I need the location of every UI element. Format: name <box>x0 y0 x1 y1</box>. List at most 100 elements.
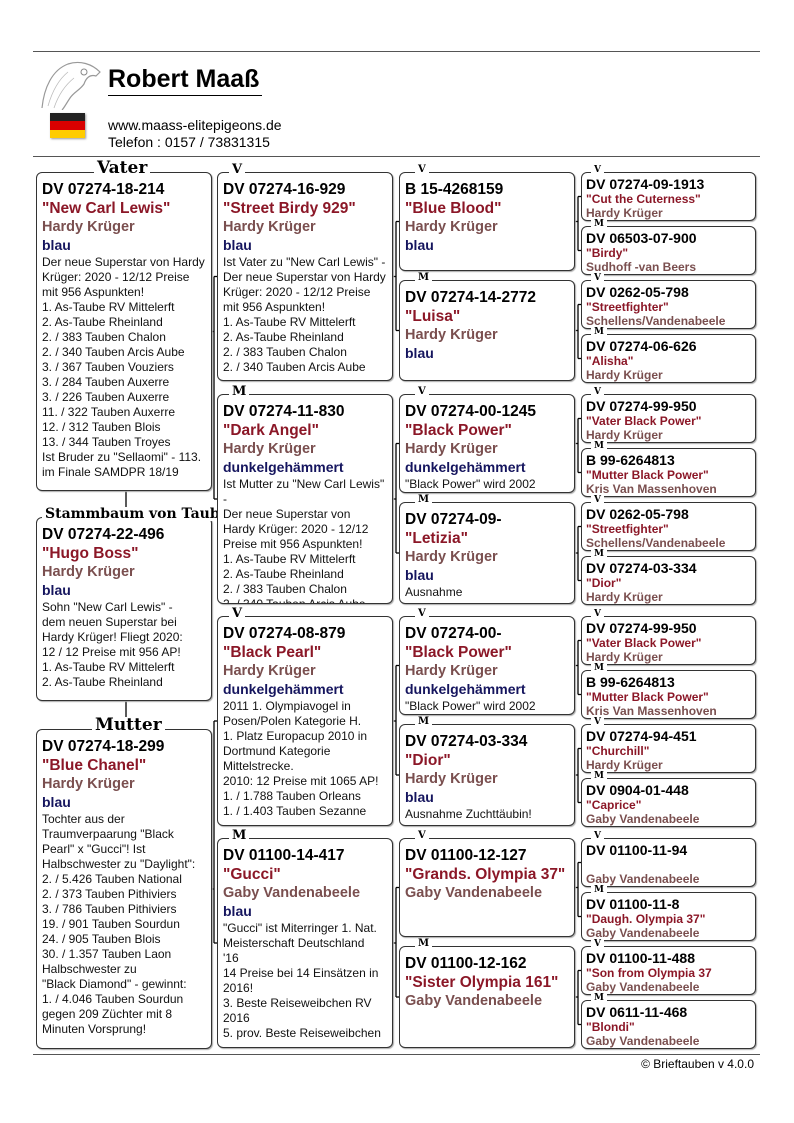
pigeon-card[interactable]: DV 07274-18-299 "Blue Chanel" Hardy Krüger… <box>36 729 212 1049</box>
pigeon-notes: Der neue Superstar von Hardy Krüger: 202… <box>42 255 205 479</box>
pigeon-card[interactable]: DV 07274-09-1913 "Cut the Cuterness" Hardy… <box>581 172 756 221</box>
pigeon-card[interactable]: DV 01100-11-8 "Daugh. Olympia 37" Gaby Van… <box>581 892 756 941</box>
generation-label: V <box>591 387 604 397</box>
generation-label: V <box>415 608 429 619</box>
pigeon-ring: DV 0262-05-798 <box>586 284 689 300</box>
pigeon-color: blau <box>405 237 434 253</box>
pigeon-notes: 2011 1. Olympiavogel in Posen/Polen Kate… <box>223 699 379 818</box>
pigeon-name: "New Carl Lewis" <box>42 200 171 217</box>
pigeon-card[interactable]: B 15-4268159 "Blue Blood" Hardy Krüger blau <box>399 172 575 271</box>
generation-label: M <box>415 938 433 949</box>
pigeon-card[interactable]: DV 07274-16-929 "Street Birdy 929" Hardy K… <box>217 172 393 381</box>
pigeon-ring: DV 07274-03-334 <box>405 733 528 750</box>
pigeon-name: "Mutter Black Power" <box>586 468 709 482</box>
pigeon-card[interactable]: DV 07274-03-334 "Dior" Hardy Krüger <box>581 556 756 605</box>
pigeon-ring: DV 0262-05-798 <box>586 506 689 522</box>
pigeon-card[interactable]: B 99-6264813 "Mutter Black Power" Kris Van… <box>581 670 756 719</box>
pigeon-card[interactable]: DV 07274-14-2772 "Luisa" Hardy Krüger blau <box>399 280 575 381</box>
generation-label: V <box>415 830 429 841</box>
pigeon-name: "Black Power" <box>405 644 512 661</box>
pigeon-card[interactable]: DV 01100-14-417 "Gucci" Gaby Vandenabeele b… <box>217 838 393 1048</box>
divider <box>33 1054 760 1055</box>
pigeon-name: "Blue Blood" <box>405 200 502 217</box>
generation-label: M <box>415 716 433 727</box>
pigeon-ring: DV 01100-12-162 <box>405 955 527 972</box>
generation-label: V <box>591 831 604 841</box>
pigeon-card[interactable]: DV 07274-18-214 "New Carl Lewis" Hardy Krü… <box>36 172 212 491</box>
generation-label: V <box>591 717 604 727</box>
pigeon-card[interactable]: DV 0262-05-798 "Streetfighter" Schellens/V… <box>581 502 756 551</box>
generation-label: V <box>591 165 604 175</box>
pigeon-breeder: Hardy Krüger <box>405 663 498 679</box>
pigeon-ring: DV 01100-14-417 <box>223 847 345 864</box>
pigeon-ring: DV 07274-18-299 <box>42 738 165 755</box>
pigeon-breeder: Hardy Krüger <box>223 663 316 679</box>
pigeon-breeder: Hardy Krüger <box>586 428 663 442</box>
pigeon-color: blau <box>405 789 434 805</box>
generation-label: M <box>591 219 607 229</box>
pigeon-name: "Blondi" <box>586 1020 635 1034</box>
footer-copyright: © Brieftauben v 4.0.0 <box>641 1057 754 1071</box>
pigeon-head-logo <box>41 61 101 110</box>
pigeon-card[interactable]: DV 07274-99-950 "Vater Black Power" Hardy … <box>581 616 756 665</box>
generation-label: V <box>229 162 246 176</box>
pigeon-name: "Blue Chanel" <box>42 757 147 774</box>
generation-label: V <box>591 495 604 505</box>
generation-label: M <box>591 327 607 337</box>
pigeon-color: dunkelgehämmert <box>405 681 526 697</box>
pigeon-breeder: Hardy Krüger <box>405 327 498 343</box>
pigeon-ring: DV 07274-16-929 <box>223 181 346 198</box>
pigeon-card[interactable]: DV 07274-08-879 "Black Pearl" Hardy Krüger… <box>217 616 393 826</box>
pigeon-ring: DV 07274-14-2772 <box>405 289 536 306</box>
pigeon-notes: "Black Power" wird 2002 <box>405 477 536 491</box>
breeder-name: Robert Maaß <box>108 63 263 96</box>
pigeon-name: "Mutter Black Power" <box>586 690 709 704</box>
pigeon-card[interactable]: DV 01100-11-94 Gaby Vandenabeele <box>581 838 756 887</box>
pigeon-card[interactable]: DV 01100-12-162 "Sister Olympia 161" Gaby … <box>399 946 575 1048</box>
pigeon-card[interactable]: DV 01100-12-127 "Grands. Olympia 37" Gaby … <box>399 838 575 937</box>
pigeon-breeder: Hardy Krüger <box>405 771 498 787</box>
pigeon-name: "Black Pearl" <box>223 644 322 661</box>
pigeon-ring: DV 07274-18-214 <box>42 181 165 198</box>
pigeon-name: "Dark Angel" <box>223 422 319 439</box>
pigeon-name: "Gucci" <box>223 866 281 883</box>
pigeon-card[interactable]: DV 0611-11-468 "Blondi" Gaby Vandenabeele <box>581 1000 756 1049</box>
pigeon-name: "Black Power" <box>405 422 512 439</box>
website-link[interactable]: www.maass-elitepigeons.de <box>108 117 282 133</box>
generation-label: Mutter <box>92 716 165 734</box>
pigeon-ring: DV 07274-99-950 <box>586 398 697 414</box>
pigeon-breeder: Hardy Krüger <box>223 219 316 235</box>
pigeon-card[interactable]: DV 07274-94-451 "Churchill" Hardy Krüger <box>581 724 756 773</box>
pigeon-breeder: Gaby Vandenabeele <box>586 1034 700 1048</box>
pigeon-ring: DV 01100-11-488 <box>586 950 695 966</box>
pigeon-breeder: Kris Van Massenhoven <box>586 482 717 496</box>
pigeon-notes: Ausnahme <box>405 585 463 599</box>
pigeon-color: blau <box>42 794 71 810</box>
pigeon-card[interactable]: DV 07274-22-496 "Hugo Boss" Hardy Krüger bl… <box>36 517 212 701</box>
pigeon-breeder: Hardy Krüger <box>586 590 663 604</box>
pigeon-card[interactable]: DV 07274-03-334 "Dior" Hardy Krüger blau Aus… <box>399 724 575 826</box>
pigeon-card[interactable]: DV 07274-00-1245 "Black Power" Hardy Krüge… <box>399 394 575 493</box>
pigeon-name: "Hugo Boss" <box>42 545 139 562</box>
pigeon-name: "Dior" <box>405 752 451 769</box>
generation-label: V <box>415 386 429 397</box>
pigeon-name: "Streetfighter" <box>586 522 669 536</box>
pigeon-card[interactable]: DV 01100-11-488 "Son from Olympia 37 Gaby … <box>581 946 756 995</box>
pigeon-card[interactable]: DV 07274-11-830 "Dark Angel" Hardy Krüger d… <box>217 394 393 604</box>
pigeon-card[interactable]: DV 06503-07-900 "Birdy" Sudhoff -van Beers <box>581 226 756 275</box>
pigeon-card[interactable]: DV 07274-09- "Letizia" Hardy Krüger blau Aus… <box>399 502 575 604</box>
pigeon-ring: DV 07274-09-1913 <box>586 176 705 192</box>
pigeon-card[interactable]: B 99-6264813 "Mutter Black Power" Kris Van… <box>581 448 756 497</box>
generation-label: M <box>415 272 433 283</box>
pigeon-card[interactable]: DV 07274-06-626 "Alisha" Hardy Krüger <box>581 334 756 383</box>
pigeon-breeder: Schellens/Vandenabeele <box>586 536 726 550</box>
pigeon-card[interactable]: DV 0262-05-798 "Streetfighter" Schellens/V… <box>581 280 756 329</box>
pigeon-card[interactable]: DV 0904-01-448 "Caprice" Gaby Vandenabeele <box>581 778 756 827</box>
pigeon-card[interactable]: DV 07274-00- "Black Power" Hardy Krüger dun… <box>399 616 575 715</box>
pigeon-name <box>586 858 752 872</box>
pigeon-card[interactable]: DV 07274-99-950 "Vater Black Power" Hardy … <box>581 394 756 443</box>
pigeon-notes: "Black Power" wird 2002 <box>405 699 536 713</box>
pigeon-breeder: Gaby Vandenabeele <box>586 926 700 940</box>
pigeon-breeder: Schellens/Vandenabeele <box>586 314 726 328</box>
